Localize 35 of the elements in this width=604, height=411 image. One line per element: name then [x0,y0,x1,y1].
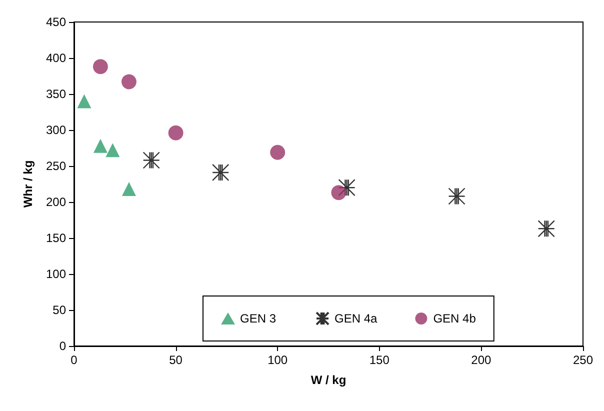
point [448,188,466,205]
point [122,182,136,196]
x-tick-label: 50 [169,353,183,367]
point [168,125,184,140]
x-tick-label: 100 [268,353,288,367]
x-tick-label: 200 [471,353,492,367]
legend-label: GEN 4a [334,312,378,326]
legend-label: GEN 4b [433,312,476,326]
y-tick-label: 50 [52,303,66,317]
y-tick-label: 0 [59,339,66,353]
y-tick-label: 350 [46,87,66,101]
point [106,143,120,158]
y-tick-label: 400 [46,51,66,65]
y-tick-label: 300 [46,123,66,137]
y-tick-label: 150 [46,231,66,245]
x-axis-title: W / kg [310,373,346,387]
y-tick-label: 200 [46,195,66,209]
point [93,138,108,153]
y-tick-label: 250 [46,159,66,173]
legend-label: GEN 3 [240,312,276,326]
point [270,144,286,160]
point [142,152,160,169]
point [338,179,356,196]
point [331,185,346,200]
y-tick-label: 450 [46,15,66,29]
y-tick-label: 100 [46,267,66,281]
x-tick-label: 250 [572,353,594,367]
point [538,220,555,238]
point [212,164,230,182]
point [92,59,108,74]
y-axis-title: Whr / kg [21,160,35,208]
point [77,94,92,108]
x-tick-label: 0 [70,353,78,367]
x-tick-label: 150 [369,353,390,367]
point [121,74,136,90]
